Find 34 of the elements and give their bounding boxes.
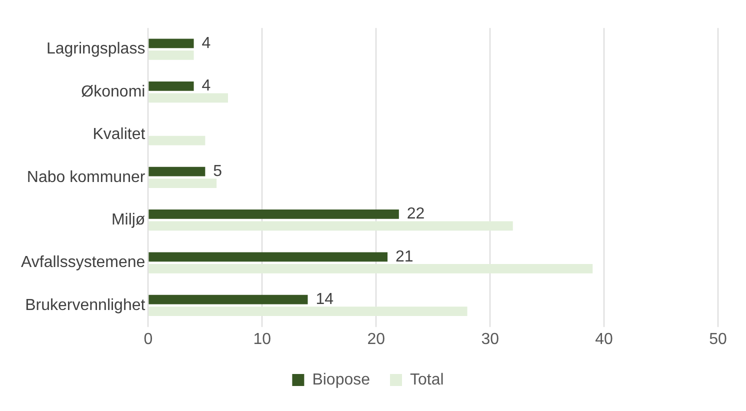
y-tick-label: Nabo kommuner [26, 168, 146, 186]
bar [148, 210, 399, 219]
bar [148, 252, 388, 262]
x-tick-label: 20 [367, 330, 386, 348]
y-tick-label: Lagringsplass [46, 40, 146, 58]
bar [148, 38, 194, 48]
data-label: 14 [316, 290, 334, 308]
y-tick-label: Miljø [111, 211, 146, 228]
x-tick-label: 30 [481, 330, 500, 348]
y-tick-label: Brukervennlighet [25, 296, 146, 314]
bar [148, 50, 194, 60]
data-label: 4 [202, 78, 211, 95]
data-label: 4 [202, 34, 211, 52]
bar [148, 264, 593, 274]
y-tick-label: Økonomi [81, 83, 146, 100]
bar [148, 221, 513, 231]
x-tick-label: 50 [709, 330, 727, 348]
bar [148, 294, 308, 304]
y-tick-label: Kvalitet [92, 126, 146, 144]
bar [148, 81, 194, 91]
bar [148, 93, 228, 103]
y-tick-label: Avfallssystemene [21, 254, 146, 272]
data-label: 22 [406, 206, 425, 223]
bar [148, 166, 206, 176]
x-tick-label: 40 [595, 330, 614, 348]
legend-label: Total [410, 371, 444, 388]
legend-label: Biopose [312, 371, 370, 388]
data-label: 5 [213, 162, 222, 180]
x-tick-label: 0 [144, 330, 153, 348]
bar [148, 136, 206, 146]
x-tick-label: 10 [253, 330, 272, 348]
data-label: 21 [396, 248, 414, 266]
bar [148, 178, 217, 188]
bar [148, 306, 468, 316]
